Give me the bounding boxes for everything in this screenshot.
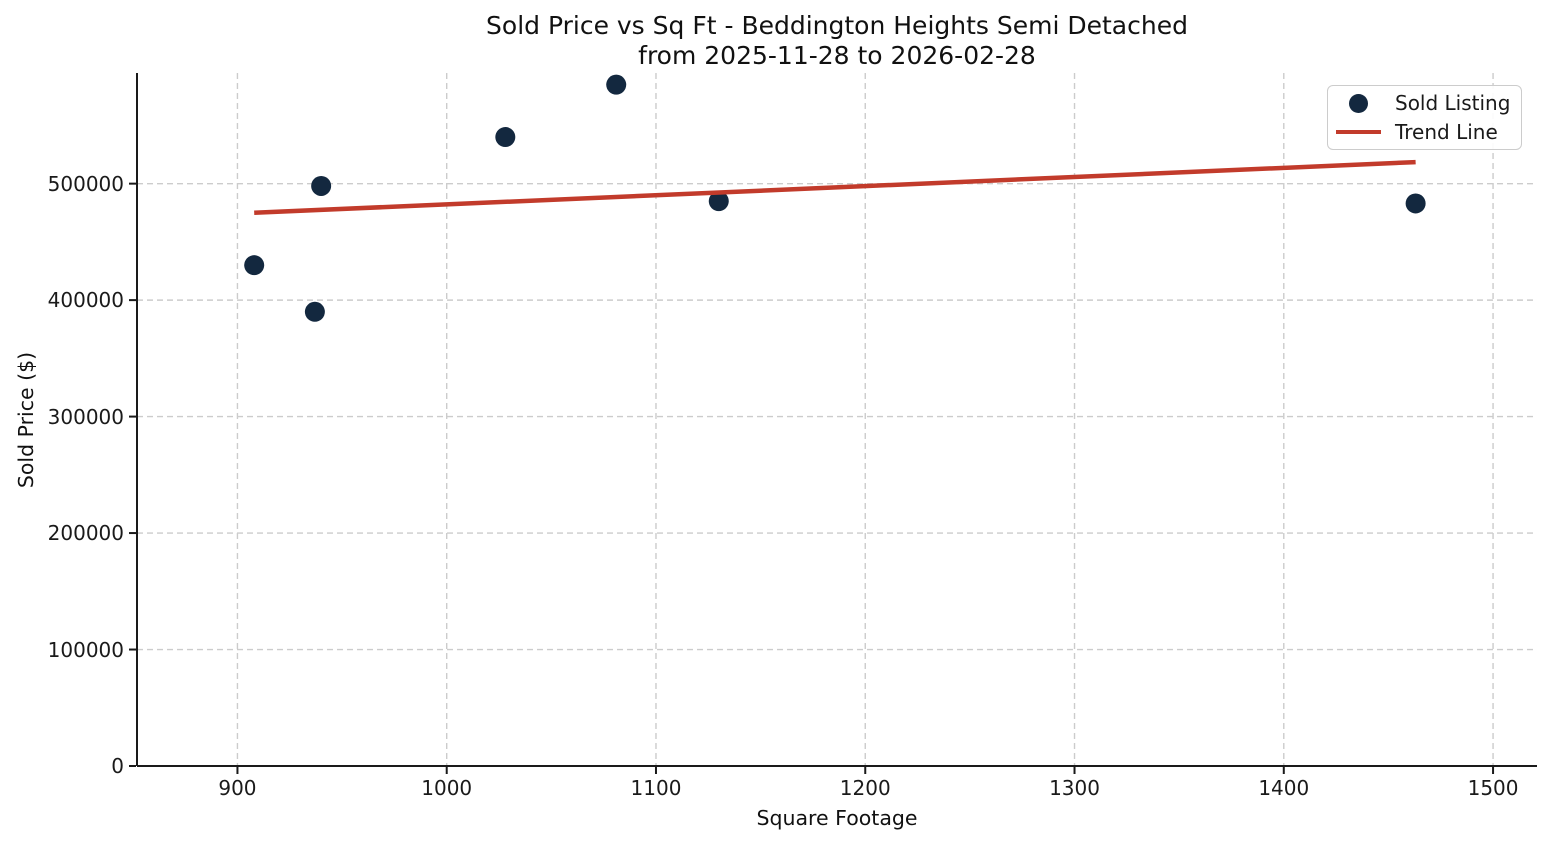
trend-line-sample-icon [1336,129,1381,134]
x-tick-label: 900 [218,776,257,800]
x-tick-label: 1000 [421,776,473,800]
y-tick-label: 300000 [47,404,124,429]
legend-item-sold-listing: Sold Listing [1336,89,1511,118]
plot-svg [129,73,1537,774]
legend-item-trend-line: Trend Line [1336,118,1511,147]
scatter-point [708,191,729,212]
y-tick-label: 400000 [47,288,124,313]
y-tick-label: 500000 [47,171,124,196]
legend-marker-cell [1336,93,1381,113]
plot-area [129,73,1537,774]
scatter-point [606,74,627,95]
x-tick-label: 1500 [1467,776,1519,800]
legend-label: Trend Line [1395,119,1498,144]
scatter-point [304,301,325,322]
chart-title-line2: from 2025-11-28 to 2026-02-28 [638,41,1036,70]
y-tick-label: 0 [111,754,124,778]
legend-marker-cell [1336,129,1381,134]
x-tick-label: 1100 [630,776,682,800]
chart-title-line1: Sold Price vs Sq Ft - Beddington Heights… [486,11,1188,40]
scatter-point [244,255,265,276]
x-axis-label: Square Footage [756,806,918,830]
y-tick-label: 100000 [47,637,124,662]
scatter-point [495,127,516,148]
x-tick-label: 1200 [839,776,891,800]
x-tick-label: 1300 [1049,776,1100,800]
chart-title: Sold Price vs Sq Ft - Beddington Heights… [137,11,1537,71]
scatter-point [311,175,332,196]
y-tick-label: 200000 [47,521,124,546]
trend-line [254,159,1416,216]
y-axis-label: Sold Price ($) [14,351,38,489]
legend-label: Sold Listing [1395,91,1511,116]
sold-listing-dot-icon [1349,93,1368,113]
legend: Sold Listing Trend Line [1327,85,1522,150]
x-tick-label: 1400 [1258,776,1310,800]
scatter-point [1405,193,1426,214]
